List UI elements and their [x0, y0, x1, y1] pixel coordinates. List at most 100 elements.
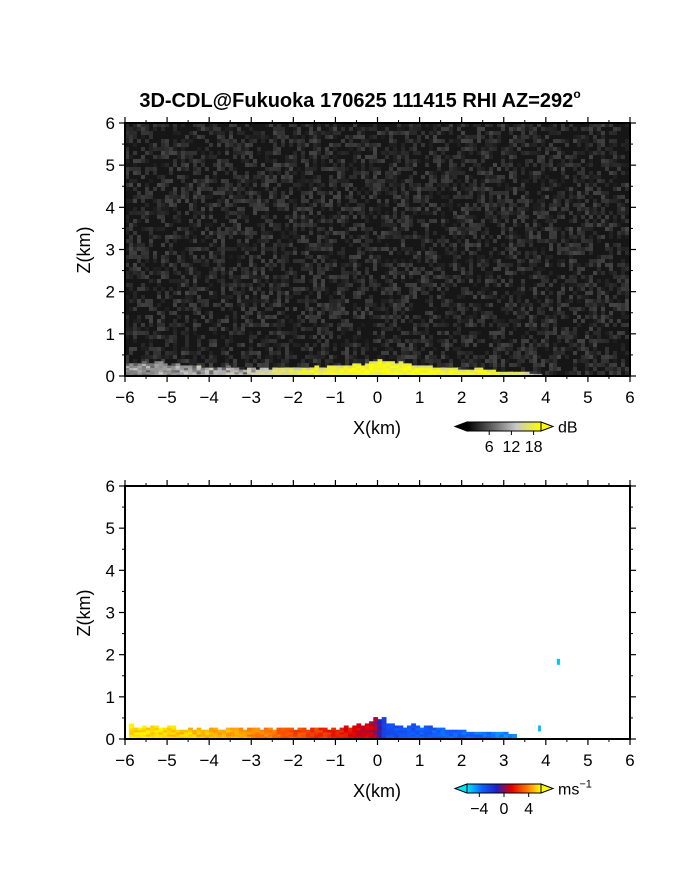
noise-cell	[173, 215, 177, 219]
noise-cell	[205, 311, 209, 315]
noise-cell	[333, 135, 337, 139]
noise-cell	[569, 279, 573, 283]
noise-cell	[397, 219, 401, 223]
noise-cell	[529, 199, 533, 203]
noise-cell	[309, 155, 313, 159]
noise-cell	[341, 271, 345, 275]
noise-cell	[401, 303, 405, 307]
noise-cell	[141, 199, 145, 203]
noise-cell	[137, 287, 141, 291]
noise-cell	[513, 243, 517, 247]
noise-cell	[265, 187, 269, 191]
noise-cell	[305, 347, 309, 351]
noise-cell	[181, 351, 185, 355]
noise-cell	[621, 275, 625, 279]
noise-cell	[461, 187, 465, 191]
noise-cell	[525, 159, 529, 163]
noise-cell	[349, 323, 353, 327]
noise-cell	[177, 199, 181, 203]
noise-cell	[529, 267, 533, 271]
noise-cell	[393, 231, 397, 235]
noise-cell	[205, 127, 209, 131]
noise-cell	[493, 191, 497, 195]
noise-cell	[337, 143, 341, 147]
noise-cell	[593, 223, 597, 227]
noise-cell	[321, 255, 325, 259]
noise-cell	[201, 207, 205, 211]
noise-cell	[317, 199, 321, 203]
noise-cell	[449, 243, 453, 247]
noise-cell	[577, 287, 581, 291]
noise-cell	[305, 143, 309, 147]
noise-cell	[153, 199, 157, 203]
noise-cell	[169, 167, 173, 171]
noise-cell	[301, 207, 305, 211]
noise-cell	[589, 159, 593, 163]
noise-cell	[329, 267, 333, 271]
noise-cell	[449, 275, 453, 279]
noise-cell	[225, 299, 229, 303]
noise-cell	[305, 239, 309, 243]
noise-cell	[433, 307, 437, 311]
noise-cell	[541, 247, 545, 251]
noise-cell	[441, 275, 445, 279]
noise-cell	[197, 171, 201, 175]
noise-cell	[165, 335, 169, 339]
noise-cell	[545, 147, 549, 151]
echo-cell	[221, 369, 227, 373]
noise-cell	[201, 211, 205, 215]
echo-cell	[356, 371, 362, 375]
noise-cell	[353, 215, 357, 219]
noise-cell	[253, 207, 257, 211]
noise-cell	[621, 163, 625, 167]
noise-cell	[425, 311, 429, 315]
noise-cell	[145, 315, 149, 319]
noise-cell	[593, 259, 597, 263]
noise-cell	[573, 331, 577, 335]
echo-cell	[263, 373, 269, 376]
noise-cell	[621, 283, 625, 287]
noise-cell	[581, 287, 585, 291]
noise-cell	[565, 355, 569, 359]
noise-cell	[465, 259, 469, 263]
noise-cell	[601, 303, 605, 307]
noise-cell	[309, 127, 313, 131]
noise-cell	[341, 343, 345, 347]
noise-cell	[529, 343, 533, 347]
echo-cell	[293, 373, 299, 376]
noise-cell	[389, 167, 393, 171]
noise-cell	[477, 363, 481, 367]
noise-cell	[573, 263, 577, 267]
noise-cell	[233, 155, 237, 159]
noise-cell	[549, 207, 553, 211]
noise-cell	[409, 283, 413, 287]
noise-cell	[389, 283, 393, 287]
noise-cell	[361, 143, 365, 147]
noise-cell	[129, 307, 133, 311]
noise-cell	[509, 231, 513, 235]
noise-cell	[261, 247, 265, 251]
echo-cell	[453, 369, 459, 373]
noise-cell	[569, 343, 573, 347]
noise-cell	[193, 319, 197, 323]
noise-cell	[337, 199, 341, 203]
noise-cell	[381, 315, 385, 319]
noise-cell	[361, 311, 365, 315]
noise-cell	[313, 335, 317, 339]
echo-cell	[411, 373, 416, 376]
noise-cell	[389, 247, 393, 251]
noise-cell	[125, 183, 129, 187]
noise-cell	[593, 135, 597, 139]
noise-cell	[457, 167, 461, 171]
noise-cell	[317, 263, 321, 267]
noise-cell	[561, 211, 565, 215]
noise-cell	[253, 351, 257, 355]
noise-cell	[269, 339, 273, 343]
noise-cell	[253, 183, 257, 187]
noise-cell	[149, 239, 153, 243]
noise-cell	[257, 135, 261, 139]
noise-cell	[297, 299, 301, 303]
noise-cell	[441, 239, 445, 243]
noise-cell	[269, 283, 273, 287]
noise-cell	[501, 335, 505, 339]
